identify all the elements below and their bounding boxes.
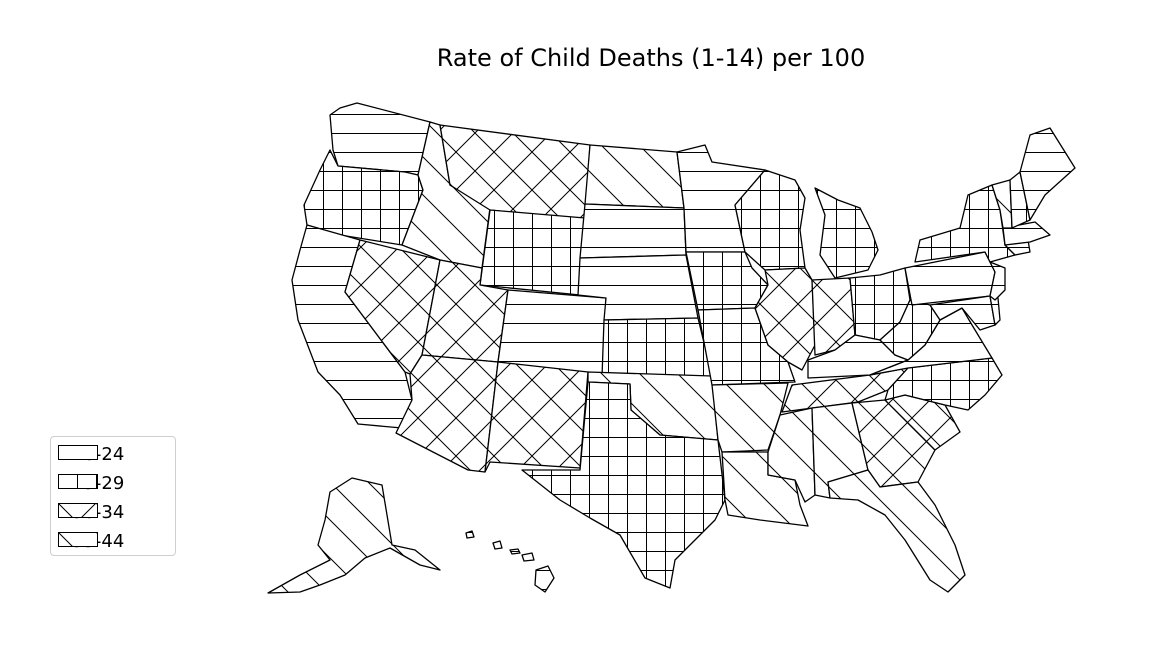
state-AZ — [395, 354, 499, 473]
state-HI — [465, 530, 555, 593]
legend-swatch — [58, 474, 98, 489]
state-MA — [1002, 221, 1051, 246]
state-CO — [497, 289, 607, 376]
legend-swatch — [58, 503, 98, 518]
state-SD — [579, 203, 687, 259]
state-VT — [991, 179, 1013, 229]
state-KS — [601, 317, 713, 378]
state-NM — [484, 361, 589, 473]
state-NJ — [989, 261, 1006, 301]
legend-item: 25-29 — [58, 473, 124, 494]
state-AK — [267, 477, 441, 594]
state-ME — [1019, 127, 1076, 221]
legend-swatch — [58, 445, 98, 460]
legend-item: 30-34 — [58, 502, 124, 523]
state-MI — [814, 187, 879, 279]
legend-item: 35-44 — [58, 531, 124, 552]
legend: 18-24 25-29 30-34 35-44 — [50, 436, 176, 556]
state-IL — [754, 267, 816, 371]
state-FL — [827, 469, 966, 593]
state-TX — [521, 381, 726, 589]
state-ND — [584, 144, 685, 209]
legend-item: 18-24 — [58, 444, 124, 465]
state-WA — [329, 102, 431, 176]
legend-swatch — [58, 532, 98, 547]
map-title: Rate of Child Deaths (1-14) per 100 — [436, 44, 866, 72]
state-WY — [479, 209, 586, 296]
state-WI — [734, 169, 806, 271]
